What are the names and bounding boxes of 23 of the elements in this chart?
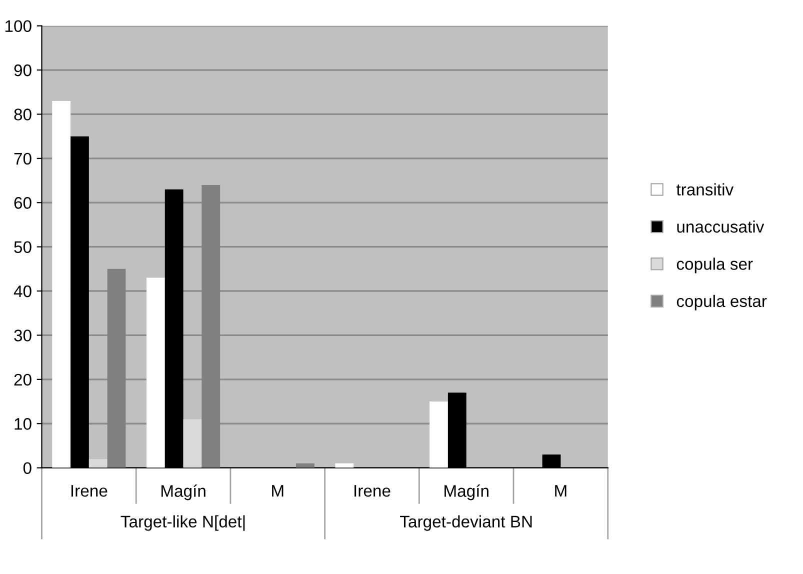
y-tick-label: 10 bbox=[14, 418, 32, 430]
x-tick-label: Irene bbox=[71, 485, 108, 497]
y-tick-label: 30 bbox=[14, 330, 32, 342]
x-tick-label: Magín bbox=[161, 484, 206, 500]
text: Target-deviant BN bbox=[400, 515, 532, 531]
y-tick-label: 90 bbox=[14, 64, 32, 76]
y-tick-label: 80 bbox=[14, 108, 32, 120]
legend-label: copula ser bbox=[676, 258, 753, 274]
legend-label: transitiv bbox=[676, 183, 734, 196]
legend-label: copula estar bbox=[676, 294, 767, 310]
y-tick-label: 70 bbox=[14, 152, 32, 165]
x-tick-label: M bbox=[555, 485, 566, 497]
x-tick-label: Magín bbox=[444, 484, 488, 500]
x-tick-label: M bbox=[272, 485, 284, 497]
legend-label: unaccusativ bbox=[677, 220, 764, 233]
y-tick-label: 100 bbox=[6, 20, 32, 32]
y-tick-label: 20 bbox=[14, 374, 32, 386]
y-tick-label: 40 bbox=[14, 285, 32, 298]
text: Target-like N[det| bbox=[120, 515, 245, 531]
x-tick-label: Irene bbox=[354, 485, 390, 497]
y-tick-label: 60 bbox=[14, 197, 32, 209]
y-tick-label: 50 bbox=[14, 241, 32, 254]
y-tick-label: 0 bbox=[23, 462, 32, 474]
